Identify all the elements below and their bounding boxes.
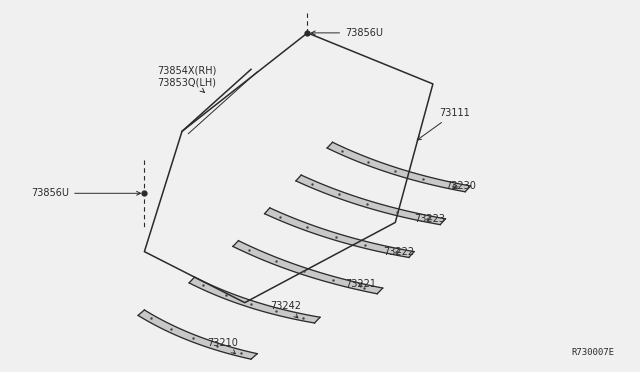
Text: 73856U: 73856U <box>311 28 383 38</box>
Polygon shape <box>296 175 445 225</box>
Text: 73223: 73223 <box>414 214 445 224</box>
Polygon shape <box>233 241 383 294</box>
Text: R730007E: R730007E <box>572 348 615 357</box>
Text: 73854X(RH)
73853Q(LH): 73854X(RH) 73853Q(LH) <box>157 66 216 92</box>
Polygon shape <box>189 277 320 323</box>
Polygon shape <box>327 142 470 192</box>
Text: 73111: 73111 <box>417 108 470 140</box>
Text: 73222: 73222 <box>383 247 414 257</box>
Polygon shape <box>264 208 414 257</box>
Text: 73230: 73230 <box>445 181 476 191</box>
Text: 73210: 73210 <box>207 338 238 354</box>
Polygon shape <box>138 310 257 359</box>
Text: 73856U: 73856U <box>31 188 141 198</box>
Text: 73221: 73221 <box>345 279 376 289</box>
Text: 73242: 73242 <box>270 301 301 318</box>
